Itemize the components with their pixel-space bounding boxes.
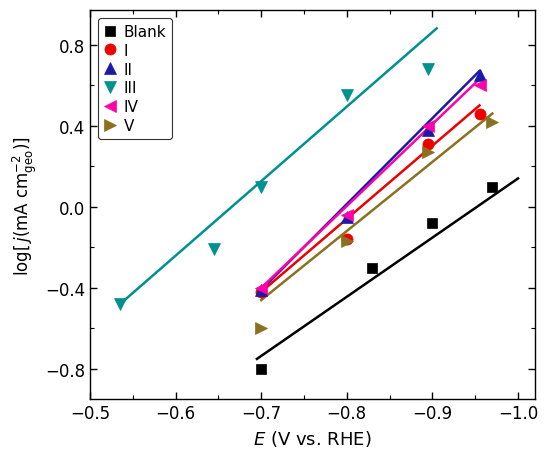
II — [425, 128, 431, 133]
I — [425, 142, 431, 147]
II — [258, 288, 265, 293]
Blank — [369, 265, 376, 271]
III — [258, 185, 265, 190]
Blank — [258, 366, 265, 372]
IV — [425, 123, 431, 129]
X-axis label: $E$ (V vs. RHE): $E$ (V vs. RHE) — [254, 428, 372, 448]
IV — [258, 285, 265, 291]
Line: III: III — [114, 63, 434, 311]
III — [425, 67, 431, 73]
I — [258, 290, 265, 295]
II — [476, 73, 483, 78]
Line: II: II — [256, 70, 485, 296]
V — [258, 326, 265, 331]
V — [489, 120, 496, 125]
II — [344, 215, 350, 220]
V — [344, 239, 350, 245]
Y-axis label: log[$\,j$(mA cm$_{\rm geo}^{-2}$)]: log[$\,j$(mA cm$_{\rm geo}^{-2}$)] — [11, 135, 40, 275]
Line: I: I — [256, 109, 485, 298]
Line: V: V — [256, 117, 498, 334]
Line: IV: IV — [256, 80, 485, 294]
III — [117, 302, 123, 307]
IV — [344, 213, 350, 218]
Legend: Blank, I, II, III, IV, V: Blank, I, II, III, IV, V — [97, 19, 172, 140]
Line: Blank: Blank — [256, 182, 497, 374]
I — [344, 237, 350, 242]
Blank — [489, 185, 496, 190]
Blank — [429, 221, 436, 226]
III — [344, 93, 350, 99]
IV — [476, 83, 483, 89]
I — [476, 112, 483, 117]
V — [425, 150, 431, 156]
III — [211, 247, 217, 252]
